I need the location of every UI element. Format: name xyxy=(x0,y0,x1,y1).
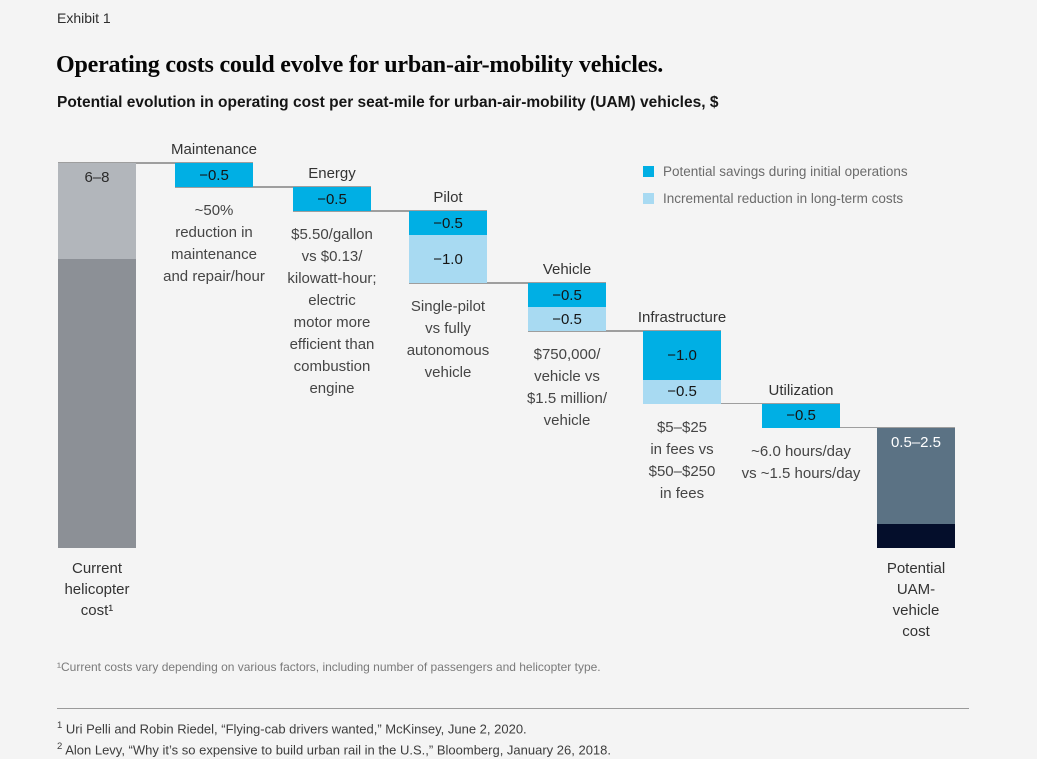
utilization-bar-segment: −0.5 xyxy=(762,403,840,428)
connector-line xyxy=(58,162,136,164)
current-helicopter-bar-segment: 6–8 xyxy=(58,163,136,260)
pilot-value-label: −1.0 xyxy=(433,250,463,268)
legend-swatch-light-blue-icon xyxy=(643,192,654,204)
energy-category-label: Energy xyxy=(308,165,356,183)
connector-line xyxy=(643,402,840,405)
vehicle-value-label: −0.5 xyxy=(552,310,582,328)
energy-bar-segment: −0.5 xyxy=(293,187,371,212)
infrastructure-value-label: −1.0 xyxy=(667,347,697,364)
chart-footnote: ¹Current costs vary depending on various… xyxy=(57,660,601,674)
infrastructure-bar-segment: −0.5 xyxy=(643,379,721,404)
infrastructure-note: $5–$25 in fees vs $50–$250 in fees xyxy=(648,418,716,502)
reference-text: Alon Levy, “Why it’s so expensive to bui… xyxy=(65,742,612,758)
infrastructure-bar-segment: −1.0 xyxy=(643,331,721,380)
legend-swatch-dark-blue-icon xyxy=(643,165,654,177)
pilot-category-label: Pilot xyxy=(433,189,463,207)
maintenance-category-label: Maintenance xyxy=(171,141,257,158)
pilot-bar-segment: −1.0 xyxy=(409,235,487,284)
maintenance-bar-segment: −0.5 xyxy=(175,163,253,188)
legend-label-initial-operations: Potential savings during initial operati… xyxy=(663,163,908,179)
connector-line xyxy=(293,210,487,212)
current-helicopter-bar-segment xyxy=(58,259,136,548)
current-helicopter-value-label: 6–8 xyxy=(84,169,110,186)
energy-note: $5.50/gallon vs $0.13/kilowatt-hour; elect… xyxy=(287,226,377,398)
source-reference-2: 2 Alon Levy, “Why it’s so expensive to b… xyxy=(57,738,987,759)
pilot-note: Single-pilot vs fully autonomous vehicle xyxy=(406,298,490,382)
exhibit-label: Exhibit 1 xyxy=(57,10,111,26)
page-title: Operating costs could evolve for urban-a… xyxy=(56,52,664,78)
source-reference-1: 1 Uri Pelli and Robin Riedel, “Flying-ca… xyxy=(57,717,987,738)
infrastructure-category-label: Infrastructure xyxy=(637,309,727,327)
vehicle-category-label: Vehicle xyxy=(542,261,592,279)
legend-item-long-term: Incremental reduction in long-term costs xyxy=(643,188,908,208)
potential-uam-axis-label: Potential UAM-vehicle cost xyxy=(886,560,946,640)
utilization-note: ~6.0 hours/day vs ~1.5 hours/day xyxy=(741,442,861,482)
chart-subtitle: Potential evolution in operating cost pe… xyxy=(57,94,719,111)
potential-uam-bar-segment xyxy=(877,523,955,548)
maintenance-value-label: −0.5 xyxy=(199,166,229,184)
chart-legend: Potential savings during initial operati… xyxy=(643,161,908,215)
energy-value-label: −0.5 xyxy=(317,190,347,208)
footer-divider xyxy=(57,708,969,709)
vehicle-value-label: −0.5 xyxy=(552,286,582,304)
pilot-bar-segment: −0.5 xyxy=(409,211,487,236)
connector-line xyxy=(175,186,371,188)
connector-line xyxy=(409,282,606,284)
current-helicopter-axis-label: Current helicopter cost¹ xyxy=(64,560,130,619)
connector-line xyxy=(58,162,253,164)
vehicle-bar-segment: −0.5 xyxy=(528,283,606,308)
potential-uam-bar-segment: 0.5–2.5 xyxy=(877,427,955,524)
utilization-value-label: −0.5 xyxy=(786,407,816,425)
legend-label-long-term: Incremental reduction in long-term costs xyxy=(663,190,904,206)
pilot-value-label: −0.5 xyxy=(433,214,463,232)
vehicle-bar-segment: −0.5 xyxy=(528,307,606,332)
maintenance-note: ~50% reduction in maintenance and repair/ho… xyxy=(163,202,265,286)
potential-uam-value-label: 0.5–2.5 xyxy=(890,433,942,451)
infrastructure-value-label: −0.5 xyxy=(667,383,697,401)
reference-superscript: 1 xyxy=(57,720,63,731)
legend-item-initial-operations: Potential savings during initial operati… xyxy=(643,161,908,181)
vehicle-note: $750,000/vehicle vs $1.5 million/vehicle xyxy=(526,346,608,430)
reference-superscript: 2 xyxy=(57,741,63,752)
connector-line xyxy=(762,426,955,429)
reference-text: Uri Pelli and Robin Riedel, “Flying-cab … xyxy=(65,721,527,737)
utilization-category-label: Utilization xyxy=(768,381,834,399)
connector-line xyxy=(528,330,721,332)
